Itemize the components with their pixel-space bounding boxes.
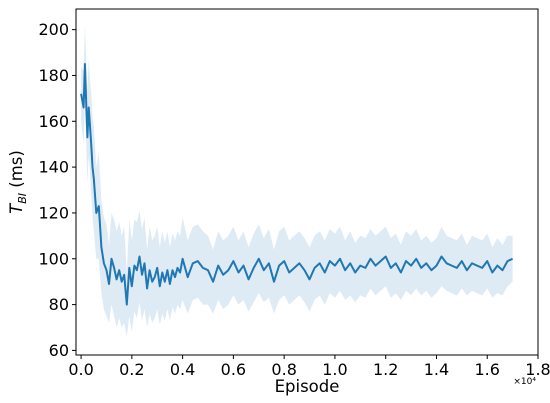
y-tick-label: 80 — [49, 295, 69, 314]
x-axis-multiplier: ×10⁴ — [513, 377, 536, 387]
plot-frame — [75, 8, 539, 356]
x-axis-label: Episode — [275, 377, 340, 396]
plot-area — [80, 25, 514, 337]
y-tick-label: 140 — [38, 158, 69, 177]
x-tick-label: 1.6 — [475, 360, 500, 379]
y-tick-label: 60 — [49, 341, 69, 360]
y-tick-label: 160 — [38, 112, 69, 131]
x-tick-label: 0.6 — [221, 360, 246, 379]
y-axis: 60 80 100 120 140 160 180 200 — [38, 20, 76, 360]
x-axis: 0.0 0.2 0.4 0.6 0.8 1.0 1.2 1.4 1.6 1.8 — [68, 355, 550, 379]
x-tick-label: 0.4 — [170, 360, 195, 379]
y-axis-label-main: T — [7, 202, 26, 214]
series-line — [80, 63, 514, 306]
y-axis-label: TBI (ms) — [7, 150, 29, 214]
x-tick-label: 0.8 — [271, 360, 296, 379]
y-tick-label: 200 — [38, 20, 69, 39]
x-tick-label: 1.0 — [322, 360, 347, 379]
y-tick-label: 100 — [38, 249, 69, 268]
y-tick-label: 180 — [38, 66, 69, 85]
x-tick-label: 0.2 — [119, 360, 144, 379]
y-axis-label-sub: BI — [16, 193, 29, 204]
y-axis-label-unit: (ms) — [7, 150, 26, 193]
y-tick-label: 120 — [38, 203, 69, 222]
x-tick-label: 1.4 — [424, 360, 449, 379]
x-tick-label: 0.0 — [68, 360, 93, 379]
x-tick-label: 1.2 — [373, 360, 398, 379]
x-tick-label: 1.8 — [525, 360, 550, 379]
confidence-band — [81, 25, 513, 337]
